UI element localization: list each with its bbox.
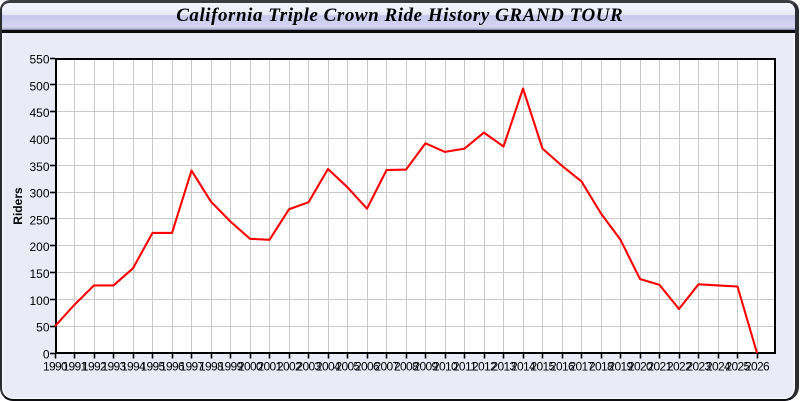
svg-text:2019: 2019 xyxy=(608,360,633,374)
svg-text:450: 450 xyxy=(29,106,49,120)
svg-text:2023: 2023 xyxy=(686,360,711,374)
svg-text:2005: 2005 xyxy=(335,360,360,374)
svg-text:2018: 2018 xyxy=(589,360,614,374)
svg-text:2011: 2011 xyxy=(453,360,477,374)
svg-text:300: 300 xyxy=(29,187,49,201)
svg-text:150: 150 xyxy=(29,267,49,281)
svg-text:2020: 2020 xyxy=(628,360,653,374)
svg-text:2026: 2026 xyxy=(745,360,770,374)
svg-text:2014: 2014 xyxy=(511,360,536,374)
svg-text:2000: 2000 xyxy=(238,360,263,374)
svg-text:2002: 2002 xyxy=(277,360,302,374)
svg-text:1990: 1990 xyxy=(43,360,68,374)
svg-text:2012: 2012 xyxy=(472,360,497,374)
svg-text:500: 500 xyxy=(29,79,49,93)
svg-text:2024: 2024 xyxy=(706,360,731,374)
svg-text:0: 0 xyxy=(43,348,50,362)
svg-text:2006: 2006 xyxy=(355,360,380,374)
svg-text:1995: 1995 xyxy=(140,360,165,374)
svg-text:2022: 2022 xyxy=(667,360,692,374)
svg-text:2025: 2025 xyxy=(725,360,750,374)
svg-text:2003: 2003 xyxy=(296,360,321,374)
svg-text:1997: 1997 xyxy=(179,360,204,374)
svg-text:2007: 2007 xyxy=(374,360,399,374)
svg-text:1996: 1996 xyxy=(160,360,185,374)
svg-text:2017: 2017 xyxy=(569,360,594,374)
svg-text:50: 50 xyxy=(36,321,50,335)
svg-text:2001: 2001 xyxy=(257,360,282,374)
svg-text:2004: 2004 xyxy=(316,360,341,374)
svg-text:2021: 2021 xyxy=(647,360,672,374)
svg-text:100: 100 xyxy=(29,294,49,308)
svg-text:2015: 2015 xyxy=(530,360,555,374)
svg-text:1994: 1994 xyxy=(121,360,146,374)
svg-text:2008: 2008 xyxy=(394,360,419,374)
svg-text:1993: 1993 xyxy=(101,360,126,374)
svg-text:1992: 1992 xyxy=(82,360,107,374)
svg-text:1991: 1991 xyxy=(62,360,87,374)
svg-text:400: 400 xyxy=(29,133,49,147)
svg-text:Riders: Riders xyxy=(11,187,25,225)
svg-text:2010: 2010 xyxy=(433,360,458,374)
svg-text:2013: 2013 xyxy=(491,360,516,374)
svg-text:350: 350 xyxy=(29,160,49,174)
svg-text:1998: 1998 xyxy=(199,360,224,374)
svg-text:2009: 2009 xyxy=(413,360,438,374)
svg-text:1999: 1999 xyxy=(218,360,243,374)
svg-text:250: 250 xyxy=(29,213,49,227)
svg-text:2016: 2016 xyxy=(550,360,575,374)
svg-text:200: 200 xyxy=(29,240,49,254)
svg-text:550: 550 xyxy=(29,53,49,67)
